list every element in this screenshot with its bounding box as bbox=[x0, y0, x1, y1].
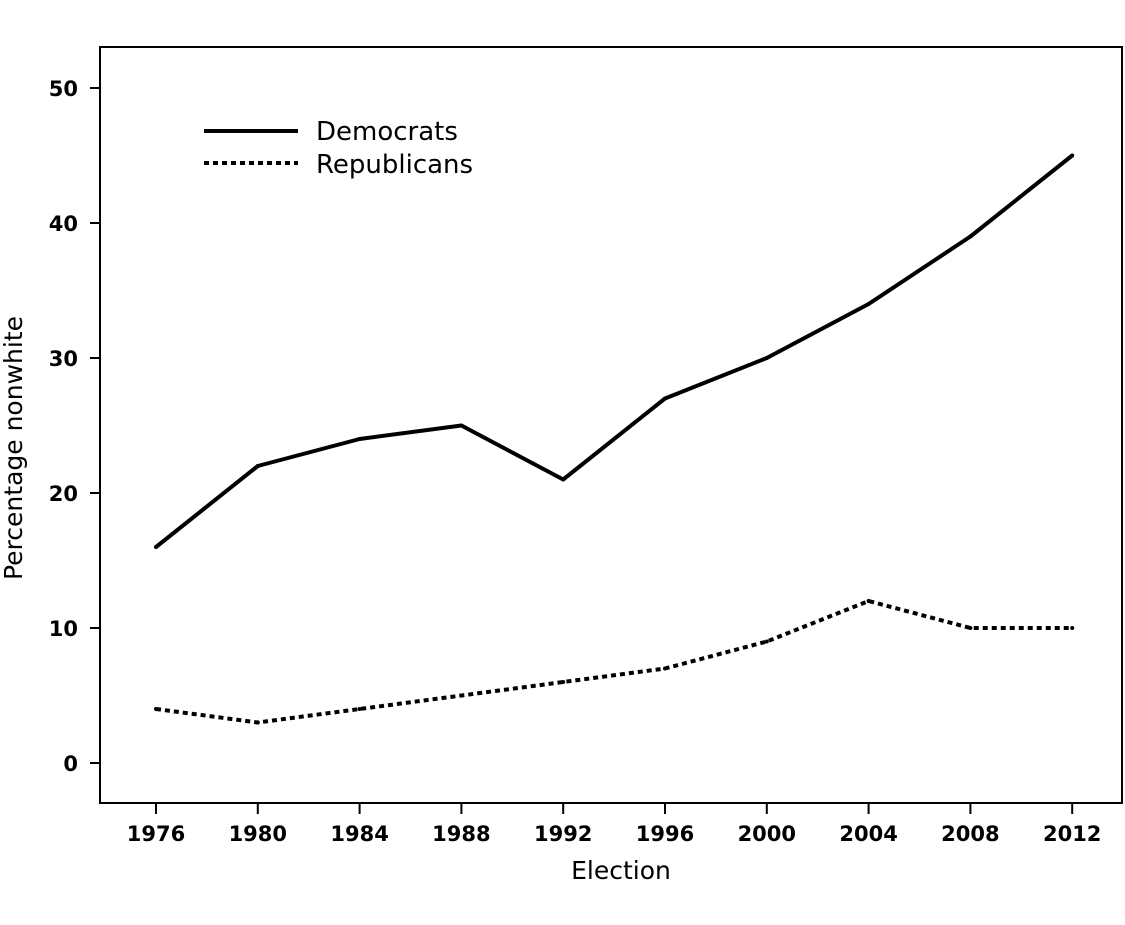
data-point-democrats bbox=[154, 545, 158, 549]
series-line-republicans bbox=[155, 599, 1073, 725]
legend: Democrats Republicans bbox=[204, 117, 473, 180]
series-line-democrats bbox=[154, 153, 1074, 549]
data-point-democrats bbox=[561, 477, 566, 482]
y-tick-label: 10 bbox=[49, 617, 78, 641]
data-point-republicans bbox=[154, 707, 158, 711]
plot-frame bbox=[99, 46, 1123, 804]
y-axis-title: Percentage nonwhite bbox=[0, 316, 28, 580]
data-point-republicans bbox=[866, 599, 871, 603]
data-point-democrats bbox=[1070, 153, 1075, 158]
data-point-democrats bbox=[459, 423, 464, 428]
x-tick-label: 1984 bbox=[330, 822, 388, 846]
x-tick-label: 1980 bbox=[229, 822, 287, 846]
x-tick-label: 1976 bbox=[127, 822, 185, 846]
x-tick-label: 2000 bbox=[738, 822, 796, 846]
y-tick-label: 30 bbox=[49, 347, 78, 371]
legend-label-democrats: Democrats bbox=[316, 117, 458, 147]
data-point-democrats bbox=[968, 234, 973, 239]
data-point-republicans bbox=[357, 707, 362, 711]
y-tick-label: 20 bbox=[49, 482, 78, 506]
x-tick-label: 1992 bbox=[534, 822, 592, 846]
data-point-republicans bbox=[764, 639, 769, 644]
y-tick-label: 50 bbox=[49, 77, 78, 101]
y-tick-label: 40 bbox=[49, 212, 78, 236]
x-tick-label: 2004 bbox=[839, 822, 897, 846]
data-point-republicans bbox=[968, 626, 973, 630]
data-point-republicans bbox=[561, 680, 566, 684]
legend-label-republicans: Republicans bbox=[316, 150, 473, 180]
series-layer bbox=[154, 153, 1075, 725]
x-tick-label: 2012 bbox=[1043, 822, 1101, 846]
data-point-republicans bbox=[255, 720, 260, 725]
data-point-republicans bbox=[459, 693, 464, 698]
x-axis-title: Election bbox=[571, 856, 671, 885]
data-point-democrats bbox=[357, 437, 362, 441]
data-point-democrats bbox=[663, 396, 667, 401]
x-tick-label: 2008 bbox=[941, 822, 999, 846]
y-tick-label: 0 bbox=[63, 752, 78, 776]
x-tick-label: 1996 bbox=[636, 822, 694, 846]
data-point-republicans bbox=[1070, 626, 1075, 630]
data-point-democrats bbox=[764, 356, 769, 360]
x-axis: 1976 1980 1984 1988 1992 1996 2000 2004 2008 2012 bbox=[127, 803, 1101, 846]
data-point-democrats bbox=[255, 464, 260, 468]
data-point-republicans bbox=[663, 666, 667, 671]
y-axis: 0 10 20 30 40 50 bbox=[49, 77, 100, 776]
data-point-democrats bbox=[866, 302, 871, 306]
x-tick-label: 1988 bbox=[432, 822, 490, 846]
